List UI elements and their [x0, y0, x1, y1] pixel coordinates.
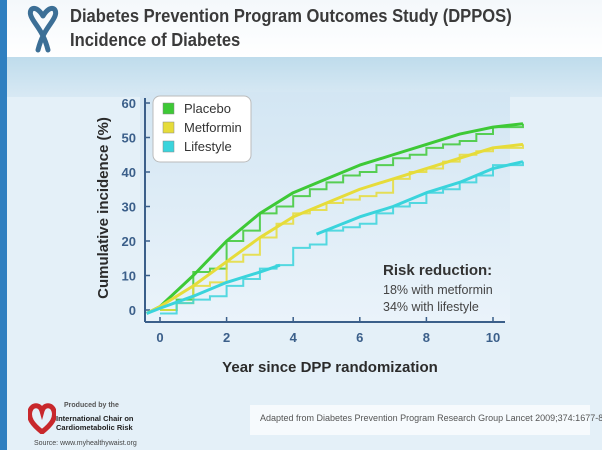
y-tick-label: 40 [122, 165, 136, 180]
legend-box [152, 95, 252, 163]
lifestyle-fit-line-2 [315, 160, 524, 236]
title-line-2: Incidence of Diabetes [70, 30, 241, 50]
legend-label-placebo: Placebo [184, 101, 231, 116]
annotation-line-1: 18% with metformin [383, 283, 493, 297]
logo-produced-by: Produced by the [64, 402, 119, 409]
annotation-heading: Risk reduction: [383, 262, 492, 279]
legend-label-metformin: Metformin [184, 120, 242, 135]
y-tick-label: 10 [122, 269, 136, 284]
lifestyle-fit-line [146, 263, 281, 315]
source-link[interactable]: Source: www.myhealthywaist.org [34, 440, 137, 447]
y-tick-label: 30 [122, 200, 136, 215]
citation-box [250, 405, 590, 435]
y-axis-label: Cumulative incidence (%) [95, 117, 112, 299]
legend-swatch-lifestyle [162, 140, 175, 153]
x-tick-label: 10 [486, 330, 500, 345]
y-tick-label: 20 [122, 234, 136, 249]
slide-header [7, 0, 602, 57]
y-tick-label: 0 [129, 303, 136, 318]
slide-title: Diabetes Prevention Program Outcomes Stu… [70, 4, 512, 52]
x-tick-label: 4 [290, 330, 298, 345]
legend-swatch-metformin [162, 121, 175, 134]
awareness-ribbon-icon [27, 6, 59, 53]
title-line-1: Diabetes Prevention Program Outcomes Stu… [70, 6, 512, 26]
heart-logo-icon [28, 403, 56, 434]
metformin-fit-line [145, 142, 524, 315]
header-band [7, 57, 602, 97]
slide-edge-bar [0, 0, 7, 450]
y-tick-label: 50 [122, 131, 136, 146]
placebo-fit-line [145, 122, 524, 315]
logo-org-line-2: Cardiometabolic Risk [56, 423, 133, 432]
x-tick-label: 6 [356, 330, 363, 345]
x-tick-label: 2 [223, 330, 230, 345]
x-tick-label: 8 [423, 330, 430, 345]
lifestyle-step-curve [160, 161, 524, 315]
legend-label-lifestyle: Lifestyle [184, 139, 232, 154]
legend: Placebo Metformin Lifestyle [152, 95, 252, 163]
x-tick-label: 0 [156, 330, 163, 345]
logo-org-name: International Chair on Cardiometabolic R… [56, 414, 134, 432]
logo-org-line-1: International Chair on [56, 414, 134, 423]
legend-swatch-placebo [162, 102, 175, 115]
x-axis-label: Year since DPP randomization [222, 359, 438, 376]
citation: Adapted from Diabetes Prevention Program… [260, 413, 602, 423]
annotation-line-2: 34% with lifestyle [383, 300, 479, 314]
y-tick-label: 60 [122, 96, 136, 111]
